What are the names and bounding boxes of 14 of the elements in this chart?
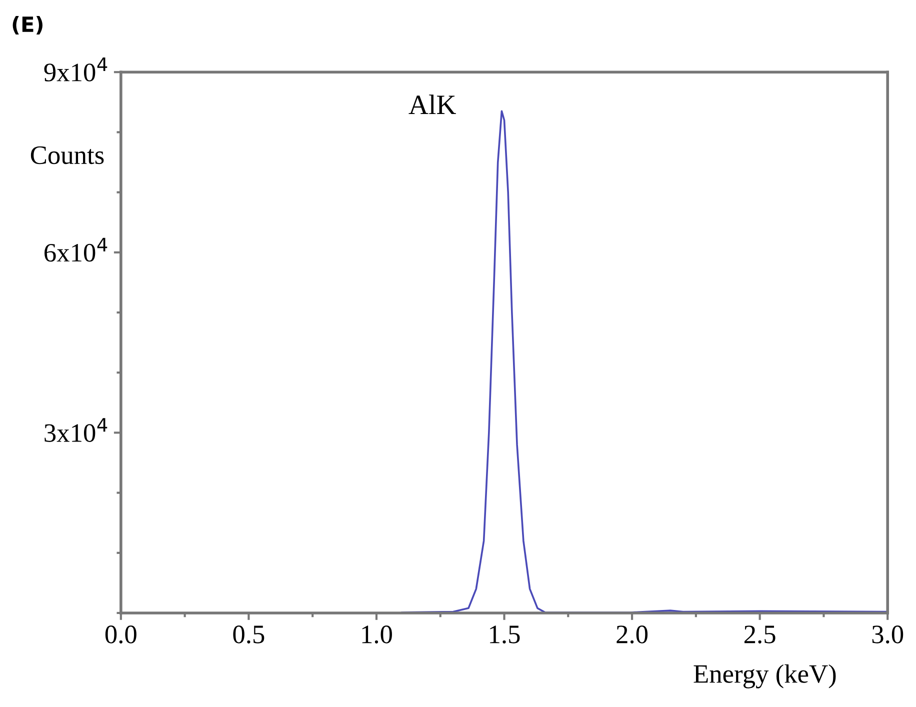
x-tick-label: 0.5: [233, 626, 264, 644]
annotation: AlK: [408, 94, 456, 114]
y-tick-label: 9x10$^{4}$: [44, 58, 108, 82]
y-tick-label: 6x10$^{4}$: [44, 238, 108, 262]
x-tick-label: 1.0: [362, 626, 392, 644]
y-tick-label: 3x10$^{4}$: [44, 418, 108, 442]
y-axis-title: Counts: [30, 146, 104, 164]
x-tick-label: 1.5: [490, 626, 520, 644]
chart-title: (E): [12, 16, 42, 35]
x-tick-label: 0.0: [105, 626, 136, 644]
x-tick-label: 2.0: [616, 626, 648, 644]
x-axis-title: Energy (keV): [694, 664, 836, 688]
x-tick-label: 3.0: [872, 626, 904, 644]
x-tick-label: 2.5: [744, 626, 776, 644]
